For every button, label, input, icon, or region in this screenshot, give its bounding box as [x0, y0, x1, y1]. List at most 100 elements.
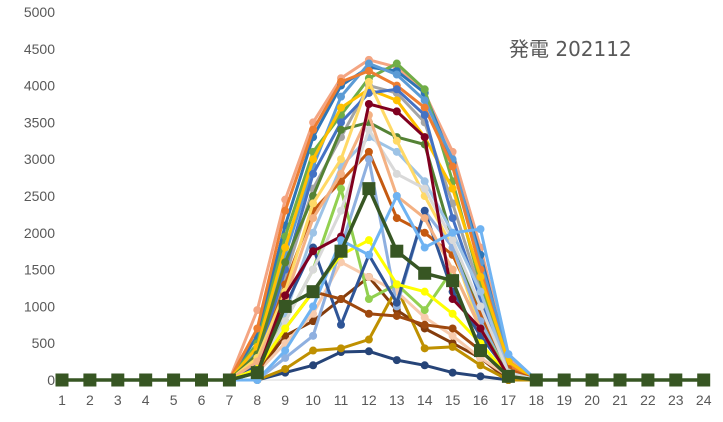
x-tick-label: 15: [445, 392, 461, 408]
data-point: [448, 228, 457, 237]
data-point: [309, 331, 318, 340]
y-tick-label: 500: [32, 335, 56, 351]
data-point: [337, 258, 345, 267]
data-point: [420, 320, 429, 329]
data-point: [392, 214, 401, 223]
data-point: [392, 107, 401, 116]
data-point: [476, 287, 485, 296]
data-point: [337, 344, 345, 353]
data-point: [55, 373, 69, 387]
x-tick-label: 8: [253, 392, 261, 408]
x-tick-label: 3: [114, 392, 122, 408]
data-point: [337, 206, 345, 215]
data-point: [281, 291, 290, 300]
data-point: [364, 125, 373, 134]
data-point: [669, 373, 683, 387]
data-point: [420, 111, 429, 120]
data-point: [474, 344, 487, 358]
data-point: [420, 214, 429, 223]
data-point: [337, 155, 345, 164]
data-point: [111, 373, 125, 387]
data-point: [364, 100, 373, 108]
data-point: [504, 350, 513, 359]
data-point: [364, 59, 373, 68]
data-point: [392, 59, 401, 68]
data-point: [420, 103, 429, 112]
data-point: [392, 356, 401, 365]
x-tick-label: 18: [529, 392, 545, 408]
data-point: [281, 206, 290, 215]
series-group: [55, 55, 711, 387]
data-point: [253, 306, 262, 315]
data-point: [392, 311, 401, 320]
data-point: [195, 373, 208, 387]
data-point: [337, 320, 345, 329]
y-tick-label: 1000: [24, 298, 55, 314]
y-tick-label: 3500: [24, 114, 55, 130]
x-tick-label: 17: [501, 392, 517, 408]
data-point: [420, 243, 429, 252]
data-point: [476, 302, 485, 311]
data-point: [420, 313, 429, 322]
data-point: [306, 285, 320, 299]
data-point: [476, 324, 485, 333]
x-tick-label: 21: [612, 392, 628, 408]
y-tick-label: 3000: [24, 151, 55, 167]
data-point: [309, 125, 318, 134]
data-point: [364, 66, 373, 75]
data-point: [448, 184, 457, 193]
data-point: [448, 162, 457, 171]
data-point: [557, 373, 571, 387]
x-tick-label: 1: [58, 392, 66, 408]
data-point: [309, 361, 318, 370]
data-point: [392, 96, 401, 105]
x-axis-ticks: 1 2 3 4 5 6 7 8 9 10 11 12 13 14 15 16 17 18 19 20 21 22 23 24: [58, 392, 712, 408]
data-point: [281, 346, 290, 355]
data-point: [309, 317, 318, 326]
y-tick-label: 0: [47, 372, 55, 388]
data-point: [309, 214, 318, 223]
data-point: [476, 272, 485, 281]
x-tick-label: 19: [556, 392, 572, 408]
data-point: [641, 373, 655, 387]
data-point: [364, 155, 373, 164]
data-point: [309, 247, 318, 256]
data-point: [448, 324, 457, 333]
data-point: [309, 228, 318, 237]
data-point: [281, 353, 290, 362]
data-point: [364, 250, 373, 259]
x-tick-label: 16: [473, 392, 489, 408]
data-point: [613, 373, 627, 387]
data-point: [476, 372, 485, 381]
data-point: [501, 369, 515, 383]
data-point: [309, 302, 318, 311]
data-point: [476, 225, 485, 234]
data-point: [337, 236, 345, 245]
data-point: [448, 214, 457, 223]
y-tick-label: 5000: [24, 4, 55, 20]
data-point: [392, 136, 401, 145]
x-tick-label: 12: [361, 392, 377, 408]
data-point: [250, 366, 264, 380]
data-point: [337, 295, 345, 304]
data-point: [281, 243, 290, 252]
x-tick-label: 13: [389, 392, 405, 408]
data-point: [392, 298, 401, 307]
data-point: [222, 373, 236, 387]
data-point: [390, 244, 404, 258]
data-point: [420, 306, 429, 315]
data-point: [420, 361, 429, 370]
data-point: [309, 169, 318, 178]
data-point: [337, 118, 345, 127]
data-point: [337, 184, 345, 193]
data-point: [476, 361, 485, 370]
data-point: [420, 206, 429, 215]
data-point: [167, 373, 181, 387]
y-tick-label: 2500: [24, 188, 55, 204]
x-tick-label: 5: [170, 392, 178, 408]
data-point: [281, 324, 290, 333]
data-point: [309, 346, 318, 355]
data-point: [253, 324, 262, 333]
x-tick-label: 23: [668, 392, 684, 408]
data-point: [420, 228, 429, 237]
